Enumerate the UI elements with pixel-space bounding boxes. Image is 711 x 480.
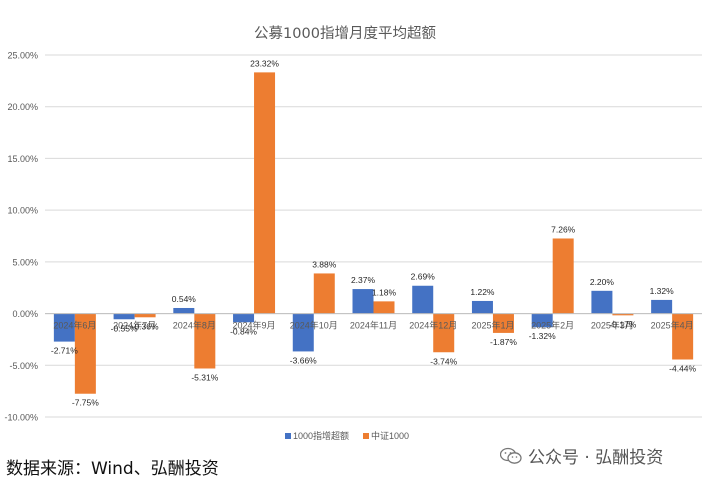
chart-title: 公募1000指增月度平均超额 <box>254 25 436 42</box>
watermark-text: 公众号 · 弘酬投资 <box>528 448 664 468</box>
y-tick-label: 25.00% <box>7 51 38 61</box>
y-axis: 25.00% 20.00% 15.00% 10.00% 5.00% 0.00% -5.00%… <box>4 51 38 423</box>
data-label: 2.37% <box>351 275 376 285</box>
y-tick-label: 10.00% <box>7 206 38 216</box>
data-label: -1.87% <box>490 337 517 347</box>
data-label: -7.75% <box>72 398 99 408</box>
x-tick-label: 2024年12月 <box>409 320 457 331</box>
data-label: 3.88% <box>312 259 337 269</box>
y-tick-label: -10.00% <box>4 413 38 423</box>
data-label: 1.18% <box>372 287 397 297</box>
bar-csi1000 <box>254 72 276 314</box>
x-tick-label: 2024年8月 <box>173 320 216 331</box>
bar-excess <box>352 289 374 314</box>
data-label: -3.66% <box>290 355 317 365</box>
data-label: -0.84% <box>230 326 257 336</box>
gridlines <box>45 54 702 418</box>
bar-excess <box>233 313 255 323</box>
bar-excess <box>471 300 493 314</box>
bar-excess <box>591 290 613 314</box>
x-tick-label: 2024年7月 <box>113 320 156 331</box>
bar-csi1000 <box>552 238 574 314</box>
x-tick-label: 2025年1月 <box>471 320 514 331</box>
y-tick-label: -5.00% <box>9 361 38 371</box>
bar-csi1000 <box>134 313 156 318</box>
bar-csi1000 <box>194 313 216 369</box>
legend-swatch <box>285 433 291 439</box>
bar-excess <box>412 285 434 314</box>
x-tick-label: 2025年2月 <box>531 320 574 331</box>
y-tick-label: 0.00% <box>12 309 38 319</box>
data-labels: -2.71% -0.55% 0.54% -0.84% -3.66% 2.37% 2.69% 1… <box>51 58 697 407</box>
data-label: 2.20% <box>590 277 615 287</box>
x-tick-label: 2024年6月 <box>53 320 96 331</box>
bar-csi1000 <box>672 313 694 360</box>
data-label: -2.71% <box>51 346 78 356</box>
y-tick-label: 5.00% <box>12 257 38 267</box>
bar-excess <box>113 313 135 320</box>
legend-swatch <box>363 433 369 439</box>
legend-label: 中证1000 <box>371 430 409 441</box>
watermark: 公众号 · 弘酬投资 <box>500 443 663 468</box>
data-label: -1.32% <box>529 331 556 341</box>
bar-csi1000 <box>433 313 455 353</box>
legend: 1000指增超额 中证1000 <box>285 430 409 441</box>
bar-excess <box>531 313 553 328</box>
wechat-icon <box>500 447 522 464</box>
legend-label: 1000指增超额 <box>293 430 349 441</box>
bar-csi1000 <box>492 313 514 333</box>
x-tick-label: 2024年10月 <box>290 320 338 331</box>
data-label: -0.55% <box>111 323 138 333</box>
bar-csi1000 <box>74 313 96 394</box>
data-label: -5.31% <box>191 372 218 382</box>
data-label: 0.54% <box>172 294 197 304</box>
x-tick-label: 2025年4月 <box>651 320 694 331</box>
data-source-note: 数据来源：Wind、弘酬投资 <box>6 459 219 479</box>
data-label: -4.44% <box>669 363 696 373</box>
x-tick-label: 2024年11月 <box>350 320 397 331</box>
y-tick-label: 15.00% <box>7 154 38 164</box>
data-label: 2.69% <box>411 272 436 282</box>
bar-excess <box>53 313 75 342</box>
y-tick-label: 20.00% <box>7 102 38 112</box>
bar-csi1000 <box>313 273 335 314</box>
x-tick-label: 2025年3月 <box>591 320 634 331</box>
data-label: 23.32% <box>250 58 279 68</box>
data-label: 7.26% <box>551 224 576 234</box>
data-label: 1.32% <box>650 286 675 296</box>
bar-excess <box>173 307 195 314</box>
bar-excess <box>292 313 314 352</box>
data-label: -3.74% <box>430 356 457 366</box>
data-label: -0.36% <box>132 321 159 331</box>
bar-csi1000 <box>373 301 395 314</box>
x-tick-label: 2024年9月 <box>233 320 276 331</box>
data-label: -0.17% <box>609 319 636 329</box>
data-label: 1.22% <box>470 287 495 297</box>
bars <box>53 72 694 394</box>
x-axis: 2024年6月 2024年7月 2024年8月 2024年9月 2024年10月 2024… <box>45 313 702 331</box>
bar-csi1000 <box>612 313 634 316</box>
bar-excess <box>651 299 673 314</box>
